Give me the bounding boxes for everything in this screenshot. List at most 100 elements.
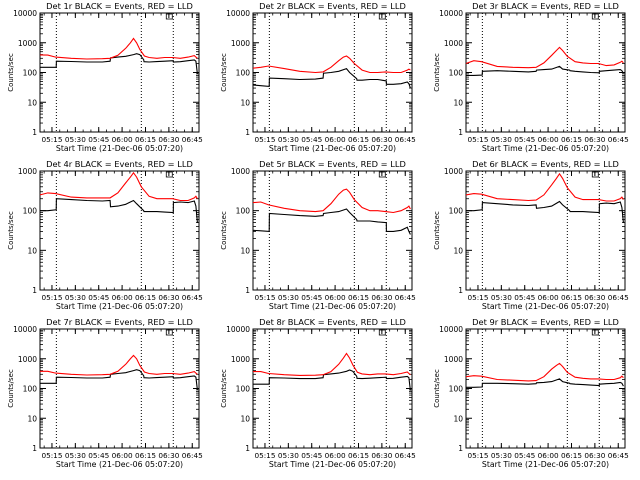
y-tick-label: 100 [449,207,464,216]
x-tick-label: 05:45 [301,451,322,460]
y-tick-label: 1000 [444,167,463,176]
x-tick-label: 06:00 [325,135,346,144]
x-tick-label: 05:45 [301,135,322,144]
panel-9: Det 9r BLACK = Events, RED = LLD 1 10 100 10… [433,317,629,469]
x-tick-label: 06:15 [561,293,582,302]
y-tick-label: 10 [240,414,250,423]
plot-frame [39,328,200,449]
plot-frame [39,170,200,291]
y-tick-label: 10 [27,246,37,255]
plot-frame [465,170,626,291]
y-axis-label: Counts/sec [220,369,228,408]
y-tick-label: 10000 [439,9,463,18]
x-axis-label: Start Time (21-Dec-06 05:07:20) [56,302,183,311]
x-tick-label: 06:15 [348,135,369,144]
y-axis-label: Counts/sec [7,211,15,250]
x-tick-label: 06:00 [538,293,559,302]
x-tick-label: 06:45 [608,293,629,302]
series-line-events [252,208,411,235]
y-tick-label: 1000 [18,167,37,176]
y-tick-label: 100 [236,385,251,394]
panel-title: Det 9r BLACK = Events, RED = LLD [472,317,619,327]
x-tick-label: 05:45 [514,135,535,144]
series-line-lld [252,55,411,74]
x-tick-label: 05:30 [491,293,512,302]
x-tick-label: 05:30 [65,451,86,460]
y-tick-label: 1 [458,444,463,453]
x-tick-label: 05:30 [65,135,86,144]
y-axis-label: Counts/sec [220,211,228,250]
y-tick-label: 100 [23,69,38,78]
x-axis-label: Start Time (21-Dec-06 05:07:20) [482,302,609,311]
x-tick-label: 06:30 [371,451,392,460]
x-axis-label: Start Time (21-Dec-06 05:07:20) [269,144,396,153]
y-tick-label: 1 [245,444,250,453]
y-tick-label: 1 [32,286,37,295]
y-tick-label: 100 [236,69,251,78]
y-tick-label: 10000 [226,325,250,334]
x-tick-label: 06:30 [584,135,605,144]
y-tick-label: 1000 [18,355,37,364]
x-tick-label: 06:30 [584,293,605,302]
x-tick-label: 05:30 [278,451,299,460]
y-axis-label: Counts/sec [433,53,441,92]
x-tick-label: 06:30 [371,293,392,302]
x-tick-label: 06:30 [158,451,179,460]
series-line-lld [39,37,198,60]
x-tick-label: 05:15 [41,135,62,144]
series-line-lld [252,188,411,214]
panel-title: Det 7r BLACK = Events, RED = LLD [46,317,193,327]
x-axis-label: Start Time (21-Dec-06 05:07:20) [482,460,609,469]
x-tick-label: 05:15 [41,293,62,302]
x-tick-label: 06:00 [112,135,133,144]
series-line-events [252,67,411,89]
y-tick-label: 10 [27,414,37,423]
y-axis-label: Counts/sec [7,53,15,92]
x-tick-label: 06:00 [325,451,346,460]
y-axis-label: Counts/sec [220,53,228,92]
x-tick-label: 06:45 [395,293,416,302]
x-tick-label: 06:45 [608,451,629,460]
y-axis-label: Counts/sec [433,211,441,250]
series-line-events [40,369,198,390]
panel-5: Det 5r BLACK = Events, RED = LLD 1 10 100 10… [220,159,416,311]
panel-title: Det 8r BLACK = Events, RED = LLD [259,317,406,327]
plot-frame [465,12,626,133]
panel-title: Det 3r BLACK = Events, RED = LLD [472,1,619,11]
x-tick-label: 06:30 [584,451,605,460]
series-line-events [466,378,624,388]
y-tick-label: 100 [449,69,464,78]
x-tick-label: 05:30 [278,293,299,302]
x-axis-label: Start Time (21-Dec-06 05:07:20) [56,460,183,469]
x-tick-label: 05:15 [467,451,488,460]
y-tick-label: 10000 [439,325,463,334]
series-line-events [40,53,198,74]
panel-title: Det 6r BLACK = Events, RED = LLD [472,159,619,169]
x-tick-label: 06:45 [395,451,416,460]
panel-2: Det 2r BLACK = Events, RED = LLD 1 10 100 10… [220,1,416,153]
x-tick-label: 05:45 [514,451,535,460]
y-tick-label: 10 [240,98,250,107]
x-tick-label: 06:00 [112,293,133,302]
x-tick-label: 05:30 [491,135,512,144]
panel-1: Det 1r BLACK = Events, RED = LLD 1 10 100 10… [7,1,203,153]
panel-title: Det 2r BLACK = Events, RED = LLD [259,1,406,11]
y-tick-label: 1000 [231,167,250,176]
series-line-events [466,65,624,76]
series-line-lld [465,46,624,69]
series-line-events [253,369,411,391]
x-tick-label: 06:15 [561,135,582,144]
y-tick-label: 10 [453,98,463,107]
x-tick-label: 05:45 [88,135,109,144]
series-line-lld [465,362,624,382]
x-tick-label: 06:15 [348,451,369,460]
panel-3: Det 3r BLACK = Events, RED = LLD 1 10 100 10… [433,1,629,153]
y-tick-label: 100 [236,207,251,216]
series-line-events [466,200,624,223]
y-tick-label: 1000 [444,355,463,364]
x-tick-label: 05:30 [278,135,299,144]
plot-frame [465,328,626,449]
y-tick-label: 1000 [18,39,37,48]
x-tick-label: 06:15 [561,451,582,460]
x-tick-label: 06:00 [325,293,346,302]
